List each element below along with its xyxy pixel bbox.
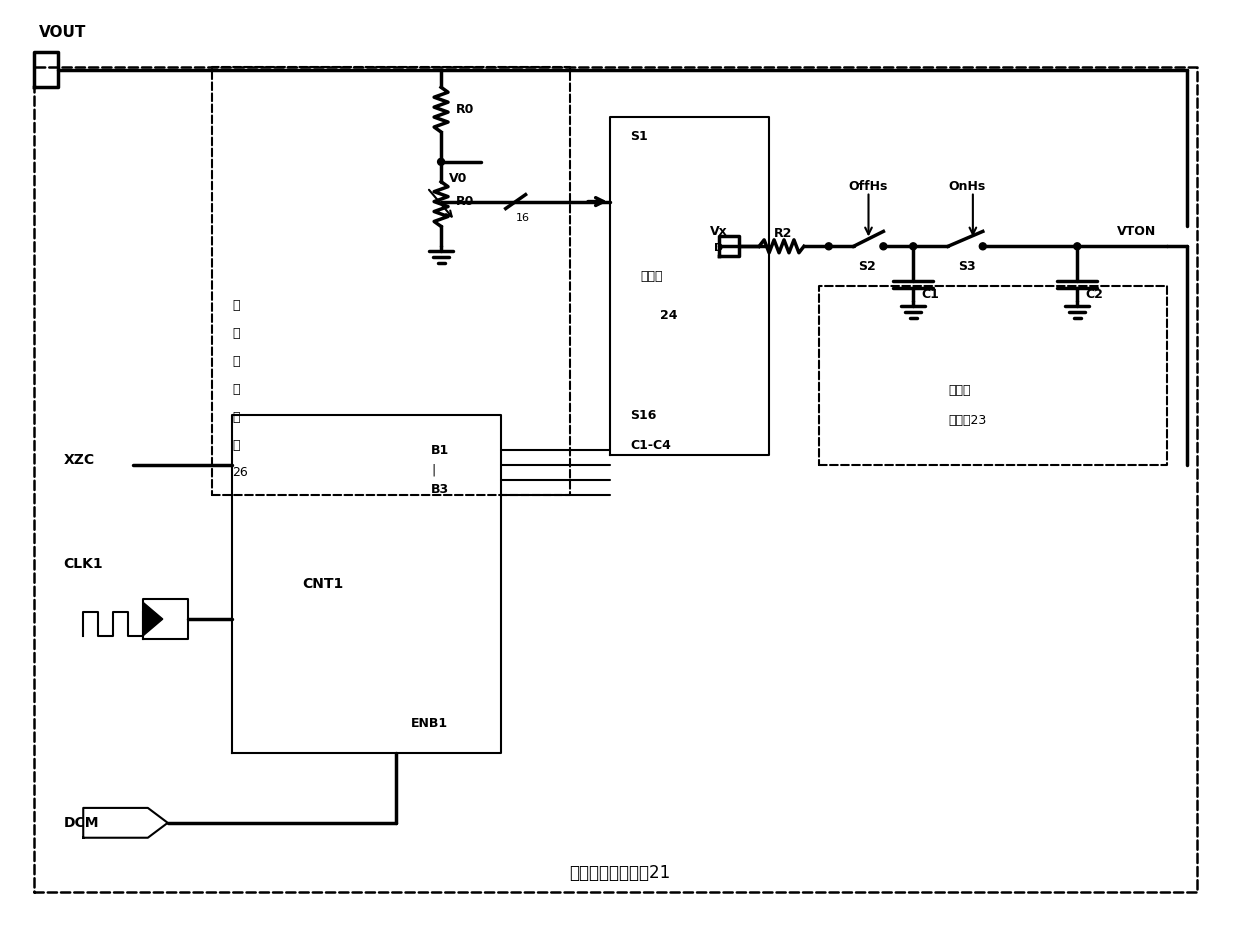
Text: VOUT: VOUT bbox=[38, 25, 86, 40]
Text: XZC: XZC bbox=[63, 453, 94, 467]
Text: 采: 采 bbox=[232, 355, 239, 368]
Polygon shape bbox=[143, 602, 162, 636]
Text: S1: S1 bbox=[630, 130, 647, 143]
Circle shape bbox=[826, 243, 832, 250]
Text: 电: 电 bbox=[232, 411, 239, 424]
Text: 样: 样 bbox=[232, 383, 239, 396]
Text: 24: 24 bbox=[660, 309, 677, 323]
Text: R2: R2 bbox=[774, 227, 792, 240]
Text: OnHs: OnHs bbox=[949, 180, 986, 193]
Text: 电压保: 电压保 bbox=[949, 384, 971, 397]
Text: ENB1: ENB1 bbox=[412, 717, 449, 730]
Text: B3: B3 bbox=[432, 484, 449, 497]
Text: C1: C1 bbox=[921, 288, 939, 301]
Text: |: | bbox=[432, 463, 435, 476]
Text: 选通器: 选通器 bbox=[640, 269, 662, 283]
Text: 路: 路 bbox=[232, 438, 239, 451]
Text: 压: 压 bbox=[232, 327, 239, 340]
Text: 16: 16 bbox=[516, 214, 529, 224]
Text: VTON: VTON bbox=[1117, 225, 1156, 238]
Circle shape bbox=[880, 243, 887, 250]
Text: DCM: DCM bbox=[63, 816, 99, 830]
Circle shape bbox=[1074, 243, 1081, 250]
Circle shape bbox=[438, 158, 445, 166]
Circle shape bbox=[910, 243, 916, 250]
Text: C1-C4: C1-C4 bbox=[630, 438, 671, 451]
Text: V0: V0 bbox=[449, 172, 467, 185]
Text: CNT1: CNT1 bbox=[301, 577, 343, 591]
Text: R0: R0 bbox=[456, 103, 475, 116]
Text: B1: B1 bbox=[432, 444, 449, 457]
Text: R0: R0 bbox=[456, 195, 475, 208]
Text: C2: C2 bbox=[1085, 288, 1104, 301]
Text: D: D bbox=[714, 243, 724, 253]
Text: 26: 26 bbox=[232, 466, 248, 479]
Text: CLK1: CLK1 bbox=[63, 558, 103, 572]
Text: Vx: Vx bbox=[709, 225, 727, 238]
Text: OffHs: OffHs bbox=[848, 180, 888, 193]
Text: 持电路23: 持电路23 bbox=[949, 413, 986, 426]
Text: S2: S2 bbox=[858, 260, 877, 273]
Text: S3: S3 bbox=[959, 260, 976, 273]
Text: 电: 电 bbox=[232, 300, 239, 313]
Text: S16: S16 bbox=[630, 409, 656, 422]
Circle shape bbox=[980, 243, 986, 250]
Text: 参考电压牛成电路21: 参考电压牛成电路21 bbox=[569, 864, 671, 882]
